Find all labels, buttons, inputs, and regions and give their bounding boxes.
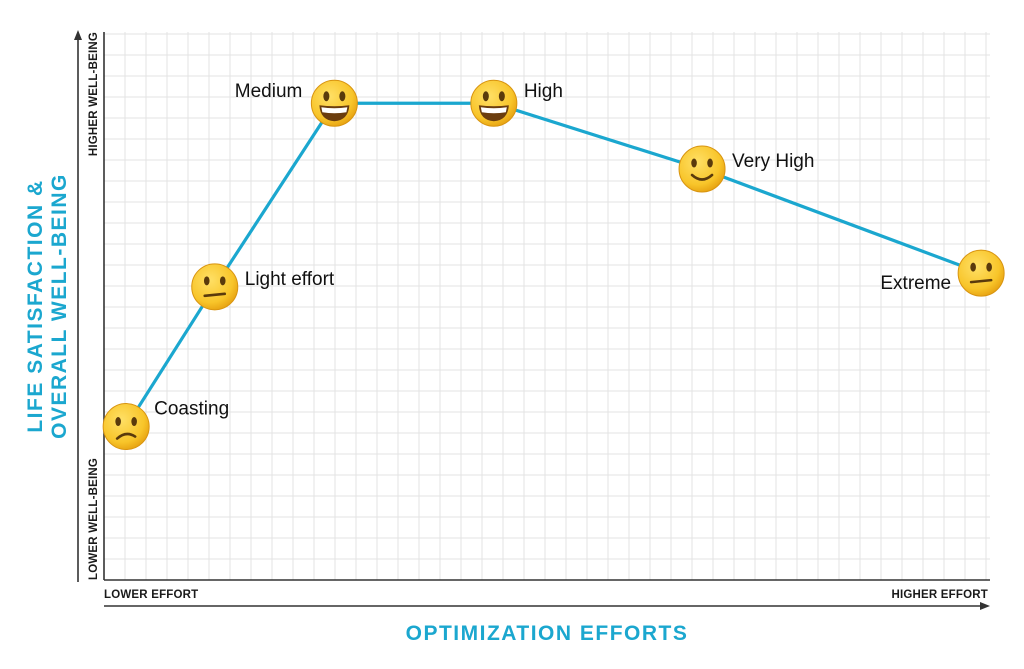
- y-axis-arrowhead-icon: [74, 30, 82, 40]
- x-axis-arrowhead-icon: [980, 602, 990, 610]
- chart-axes: [74, 30, 990, 610]
- point-labels: Coasting Light effort Medium High Very High E…: [154, 81, 951, 419]
- y-high-label: HIGHER WELL-BEING: [88, 32, 100, 156]
- point-markers: [102, 79, 1005, 451]
- point-label: Coasting: [154, 399, 229, 420]
- x-low-label: LOWER EFFORT: [104, 589, 198, 601]
- grinning-face-icon: [470, 79, 518, 127]
- point-label: Light effort: [245, 269, 335, 290]
- x-high-label: HIGHER EFFORT: [891, 589, 988, 601]
- y-axis-title-line-2: OVERALL WELL-BEING: [48, 173, 71, 439]
- y-low-label: LOWER WELL-BEING: [88, 458, 100, 580]
- point-label: Extreme: [880, 273, 951, 294]
- y-axis-title-line-1: LIFE SATISFACTION &: [24, 179, 47, 432]
- point-label: Very High: [732, 151, 814, 172]
- point-label: Medium: [235, 81, 303, 102]
- chart-grid: [103, 32, 990, 581]
- neutral-face-icon: [957, 249, 1005, 297]
- slightly-frowning-face-icon: [102, 403, 150, 451]
- x-axis-title: OPTIMIZATION EFFORTS: [406, 622, 689, 645]
- series-line: [124, 101, 982, 428]
- neutral-face-icon: [191, 263, 239, 311]
- slightly-smiling-face-icon: [678, 145, 726, 193]
- point-label: High: [524, 81, 563, 102]
- grinning-face-icon: [310, 79, 358, 127]
